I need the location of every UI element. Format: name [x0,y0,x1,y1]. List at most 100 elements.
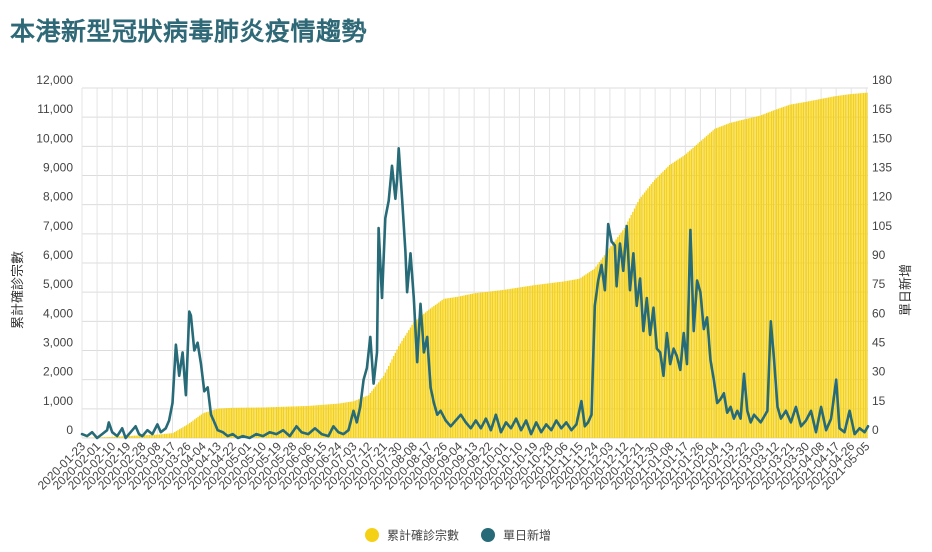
cumulative-bar [265,407,268,438]
cumulative-bar [394,352,397,438]
cumulative-bar [426,311,428,438]
cumulative-bar [632,211,634,438]
y-tick-left: 1,000 [43,394,73,408]
cumulative-bar [379,380,381,438]
cumulative-bar [523,286,525,438]
cumulative-bar [776,109,778,438]
cumulative-bar [807,101,810,438]
cumulative-bar [359,398,361,438]
y-tick-left: 12,000 [36,73,73,87]
cumulative-bar [434,304,437,438]
cumulative-bar [485,291,487,438]
cumulative-bar [247,407,249,438]
cumulative-bar [297,406,300,438]
daily-new-line [80,147,870,440]
cumulative-bar [781,107,783,438]
cumulative-bar [540,284,542,438]
cumulative-bar [531,285,534,438]
y-tick-right: 30 [872,365,886,379]
cumulative-bar [367,395,370,439]
cumulative-bar [747,118,749,439]
cumulative-bar [294,406,296,438]
cumulative-bar [173,432,176,438]
cumulative-bar [113,436,116,438]
x-axis: 2020-01-232020-02-012020-02-102020-02-19… [35,439,873,493]
cumulative-bar [287,406,290,438]
cumulative-bar [464,295,467,438]
cumulative-bar [476,292,478,438]
cumulative-bar [324,404,326,438]
cumulative-bar [199,415,201,438]
cumulative-bar [660,173,662,438]
cumulative-bar [648,186,651,438]
cumulative-bar [794,103,796,438]
cumulative-bar [307,405,310,438]
cumulative-bar [608,248,611,438]
cumulative-bar [500,290,502,438]
y-tick-right: 90 [872,248,886,262]
cumulative-bar [675,160,677,438]
cumulative-bar [172,433,174,438]
cumulative-bar [321,404,323,438]
cumulative-bar [128,435,131,438]
y-tick-right: 150 [872,131,892,145]
cumulative-bar [329,404,331,438]
cumulative-bar [279,406,281,438]
cumulative-bar [694,146,696,438]
cumulative-bar [361,397,363,438]
cumulative-bar [864,92,866,438]
cumulative-bar [839,95,841,439]
legend-item-daily[interactable]: 單日新增 [481,528,551,543]
cumulative-bar [680,157,683,439]
cumulative-bar [715,128,718,438]
cumulative-bar [120,436,122,438]
cumulative-bar [767,112,769,438]
cumulative-bar [327,404,330,438]
cumulative-bar [849,94,851,439]
cumulative-bar [331,404,333,438]
y-tick-left: 2,000 [43,365,73,379]
y-axis-left-title: 累計確診宗數 [10,251,26,329]
cumulative-bar [100,437,102,438]
cumulative-bar [541,284,544,438]
cumulative-bar [704,137,706,438]
cumulative-bar [851,93,853,438]
cumulative-bar [737,120,739,438]
cumulative-bar [339,403,341,438]
cumulative-bar [575,279,577,438]
cumulative-bar [282,406,284,438]
cumulative-bar [229,407,231,438]
chart-title: 本港新型冠狀病毒肺炎疫情趨勢 [10,17,368,46]
cumulative-bar [312,405,315,438]
cumulative-bar [419,316,422,438]
cumulative-bar [416,319,418,438]
cumulative-bar [299,406,301,438]
cumulative-bar [742,119,744,438]
cumulative-bar [230,407,233,438]
cumulative-bar [170,433,172,438]
cumulative-bar [637,202,639,438]
cumulative-bar [702,139,704,439]
cumulative-bar [404,335,407,438]
cumulative-bar [277,406,279,438]
cumulative-bar [391,359,393,438]
cumulative-bar [468,294,470,438]
cumulative-bar [777,108,780,439]
cumulative-bar [200,414,203,438]
cumulative-bar [841,95,843,438]
cumulative-bar [503,289,505,438]
cumulative-bar [603,255,606,438]
cumulative-bar [685,153,688,439]
cumulative-bar [147,435,149,438]
cumulative-bar [538,284,540,438]
cumulative-bar [433,306,435,438]
cumulative-bar [115,436,117,438]
cumulative-bar [239,407,241,438]
cumulative-bar [274,407,276,438]
cumulative-bar [122,436,124,438]
cumulative-bar [341,403,343,438]
legend-item-cumulative[interactable]: 累計確診宗數 [365,528,459,543]
cumulative-bar [782,106,785,439]
cumulative-bar [209,411,211,438]
cumulative-bar [473,293,475,438]
